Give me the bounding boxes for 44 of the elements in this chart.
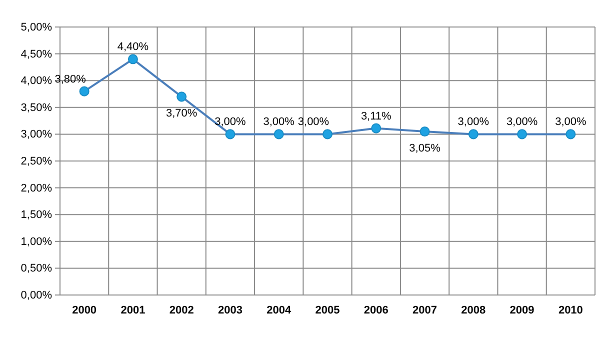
point [468,129,478,140]
data-label: 3,70% [166,108,198,120]
data-label: 3,05% [409,142,441,155]
x-tick-label: 2002 [169,304,194,316]
x-tick-label: 2003 [218,304,242,316]
point [420,126,430,137]
x-tick-label: 2008 [461,304,486,316]
y-tick-label: 1,50% [20,209,52,222]
data-label: 4,40% [117,41,149,54]
data-label: 3,00% [506,116,538,128]
data-label: 3,11% [360,110,392,122]
data-label: 3,80% [54,73,86,86]
point [79,86,90,96]
data-label: 3,00% [555,116,586,128]
point [517,129,528,140]
data-label: 3,00% [214,116,246,128]
point [176,92,187,102]
x-tick-label: 2007 [412,304,438,316]
y-tick-label: 3,50% [20,102,52,114]
x-tick-label: 2005 [315,304,340,316]
y-tick-label: 5,00% [20,22,52,34]
point [225,129,236,140]
point [128,54,138,64]
data-label: 3,00% [298,116,330,128]
y-tick-label: 0,00% [20,290,52,302]
y-tick-label: 4,00% [20,75,52,88]
x-tick-label: 2000 [72,304,97,316]
point [322,129,333,140]
y-tick-label: 1,00% [20,236,52,248]
x-tick-label: 2006 [364,304,388,316]
x-tick-label: 2004 [266,304,292,316]
y-tick-label: 3,00% [20,128,52,141]
y-tick-label: 2,00% [20,182,52,194]
y-tick-label: 4,50% [20,48,52,60]
data-label: 3,00% [263,116,295,128]
y-tick-label: 0,50% [20,262,52,275]
point [274,129,284,140]
x-tick-label: 2010 [558,304,583,316]
point [566,129,576,140]
point [371,123,382,134]
x-tick-label: 2009 [510,304,534,316]
y-tick-label: 2,50% [20,156,52,168]
x-tick-label: 2001 [120,304,146,316]
data-label: 3,00% [458,116,490,128]
